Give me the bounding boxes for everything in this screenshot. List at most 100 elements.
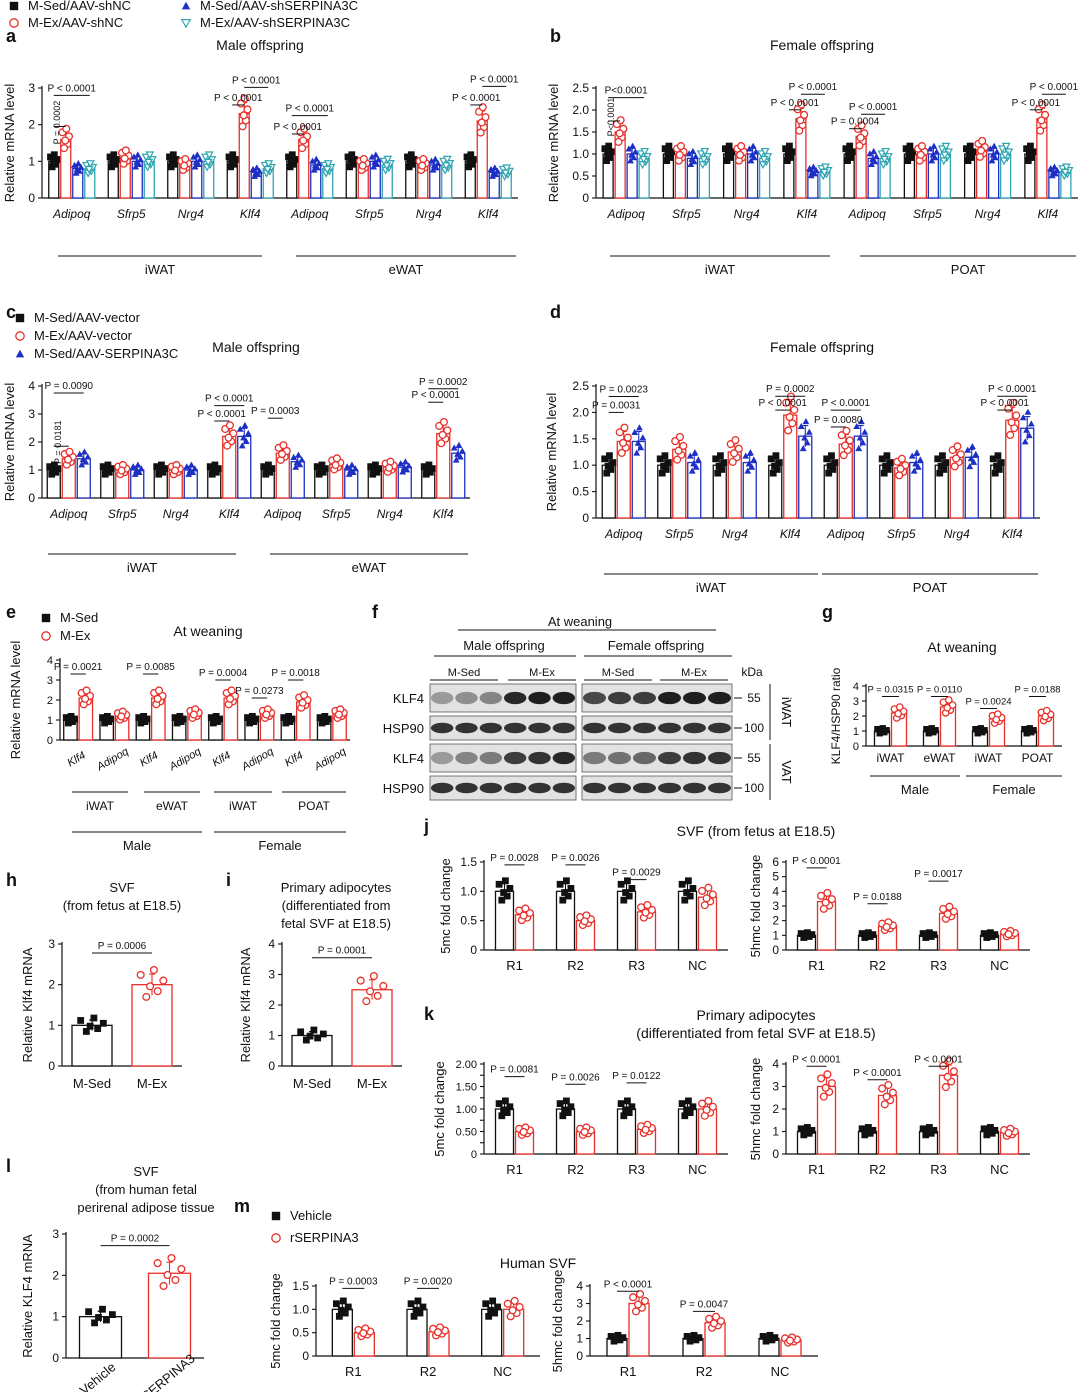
blot-membrane <box>429 775 577 801</box>
x-tick-label: Adipoq <box>290 207 329 221</box>
blot-band <box>683 751 706 765</box>
blot-band <box>455 751 478 765</box>
data-point <box>909 148 917 156</box>
p-value-label: P < 0.0001 <box>981 398 1030 409</box>
panel-letter: c <box>6 302 16 322</box>
data-point <box>359 1329 368 1338</box>
data-point <box>919 1125 927 1133</box>
data-point <box>799 445 807 452</box>
data-point <box>236 425 244 432</box>
data-point <box>880 155 890 164</box>
y-tick-label: 0 <box>48 1059 55 1073</box>
data-point <box>926 145 934 152</box>
y-axis-label: 5mc fold change <box>432 1061 447 1156</box>
data-point <box>1049 168 1057 175</box>
data-point <box>841 441 850 450</box>
blot-band <box>683 722 706 734</box>
data-point <box>714 469 722 477</box>
blot-lane-label: M-Ex <box>529 667 555 679</box>
data-point <box>331 461 340 470</box>
data-point <box>252 715 260 723</box>
data-point <box>683 1106 690 1114</box>
data-point <box>263 467 271 474</box>
data-point <box>368 153 376 160</box>
legend-marker <box>41 631 51 641</box>
data-point <box>615 129 624 138</box>
data-point <box>241 421 249 429</box>
data-point <box>169 151 177 159</box>
data-point <box>1012 411 1021 420</box>
data-point <box>709 1319 719 1328</box>
data-point <box>358 161 367 170</box>
x-tick-label: Adipoq <box>606 207 645 221</box>
data-point <box>375 156 382 163</box>
data-point <box>414 1297 422 1305</box>
blot-band <box>430 751 454 765</box>
chart-title: (from fetus at E18.5) <box>63 898 182 913</box>
y-tick-label: 0 <box>582 191 589 205</box>
data-point <box>332 454 341 463</box>
data-point <box>287 158 295 166</box>
data-point <box>692 463 700 470</box>
data-point <box>66 717 74 724</box>
data-point <box>856 133 865 142</box>
data-point <box>641 908 650 917</box>
legend-marker <box>15 349 25 358</box>
data-point <box>193 151 201 158</box>
data-point <box>228 158 236 166</box>
data-point <box>810 163 817 170</box>
data-point <box>888 1088 897 1097</box>
x-tick-label: Sfrp5 <box>108 507 137 521</box>
data-point <box>631 1307 641 1316</box>
y-tick-label: 1 <box>48 1018 55 1032</box>
data-point <box>452 456 460 463</box>
data-point <box>337 1306 345 1314</box>
x-tick-label: Nrg4 <box>416 207 442 221</box>
data-point <box>502 164 512 173</box>
data-point <box>397 460 405 467</box>
data-point <box>712 455 720 463</box>
data-point <box>730 449 739 458</box>
data-point <box>1024 408 1032 415</box>
blot-band <box>633 691 656 705</box>
data-point <box>264 160 274 169</box>
data-point <box>728 457 737 466</box>
data-point <box>506 1103 514 1111</box>
y-tick-label: 1 <box>853 726 859 738</box>
data-point <box>256 167 263 174</box>
data-point <box>940 151 950 160</box>
data-point <box>943 1072 952 1081</box>
data-point <box>185 470 193 477</box>
data-point <box>932 727 939 734</box>
data-point <box>442 155 452 164</box>
p-value-label: P < 0.0001 <box>232 75 281 86</box>
y-tick-label: 0 <box>302 1349 309 1363</box>
y-tick-label: 3 <box>52 1227 59 1241</box>
p-value-label: P = 0.0188 <box>1014 685 1060 696</box>
data-point <box>748 463 756 470</box>
data-point <box>636 424 643 431</box>
chart-title: Primary adipocytes <box>696 1007 815 1023</box>
data-point <box>424 467 431 474</box>
data-point <box>79 456 87 463</box>
y-axis-label: Relative Klf4 mRNA <box>20 947 35 1062</box>
p-value-label: P = 0.0024 <box>965 697 1011 708</box>
blot-membrane <box>581 715 733 741</box>
data-point <box>48 163 56 171</box>
blot-row-label: HSP90 <box>383 781 424 796</box>
legend-label: rSERPINA3 <box>290 1230 359 1245</box>
p-value-label: P = 0.0273 <box>235 686 284 697</box>
data-point <box>500 889 507 896</box>
p-value-label: P = 0.0110 <box>917 685 962 696</box>
data-point <box>1038 100 1047 109</box>
panel-letter: h <box>6 870 17 890</box>
data-point <box>934 455 942 463</box>
blot-band <box>430 691 454 705</box>
data-point <box>146 982 155 991</box>
x-tick-label: Nrg4 <box>163 507 189 521</box>
data-point <box>878 455 886 463</box>
data-point <box>515 1302 524 1312</box>
x-tick-label: R1 <box>808 958 825 973</box>
data-point <box>620 896 628 904</box>
data-point <box>191 465 199 472</box>
